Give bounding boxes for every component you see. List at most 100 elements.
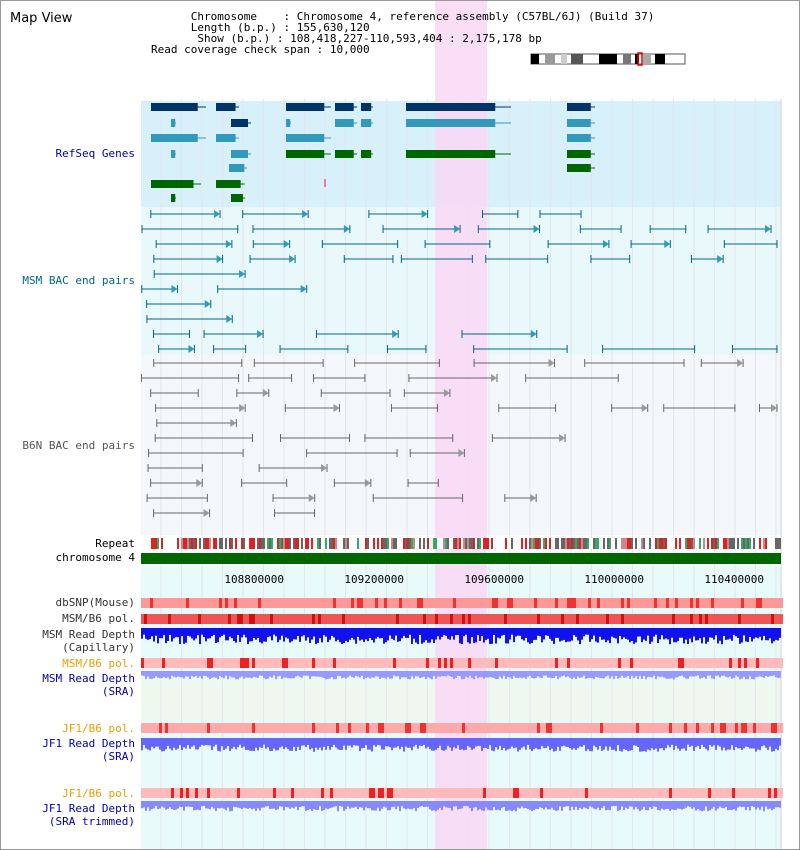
repeat-bar xyxy=(743,538,745,549)
repeat-bar xyxy=(547,538,549,549)
depth-bar xyxy=(695,738,697,748)
depth-bar xyxy=(429,628,431,643)
refseq-genes-label[interactable]: RefSeq Genes xyxy=(55,147,135,160)
depth-bar xyxy=(579,738,581,747)
repeat-bar xyxy=(489,538,491,549)
depth-bar xyxy=(677,671,679,678)
heat-cell xyxy=(528,614,531,624)
repeat-bar xyxy=(583,538,585,549)
heat-cell xyxy=(531,723,534,733)
heat-cell xyxy=(333,723,336,733)
heat-cell xyxy=(276,598,279,608)
depth-bar xyxy=(705,671,707,679)
gene-exon xyxy=(335,119,354,127)
depth-bar xyxy=(471,738,473,750)
heat-cell xyxy=(618,598,621,608)
heat-cell xyxy=(528,658,531,668)
depth-bar xyxy=(407,628,409,638)
heat-cell xyxy=(348,598,351,608)
b6n-bac-end-pairs-label[interactable]: B6N BAC end pairs xyxy=(22,439,135,452)
depth-bar xyxy=(211,628,213,637)
heat-cell xyxy=(198,658,201,668)
heat-cell xyxy=(474,723,477,733)
heat-cell xyxy=(198,614,201,624)
repeat-bar xyxy=(347,538,349,549)
depth-bar xyxy=(353,671,355,678)
depth-bar xyxy=(227,628,229,641)
depth-bar xyxy=(191,738,193,747)
depth-bar xyxy=(571,738,573,750)
heat-cell xyxy=(675,723,678,733)
msm-read-depth-sra-label[interactable]: MSM Read Depth (SRA) xyxy=(42,672,135,698)
depth-bar xyxy=(367,738,369,750)
repeat-bar xyxy=(459,538,461,549)
gene-exon xyxy=(286,134,325,142)
heat-cell xyxy=(561,598,564,608)
heat-cell xyxy=(711,658,714,668)
heat-cell xyxy=(495,723,498,733)
depth-bar xyxy=(455,738,457,749)
heat-cell xyxy=(699,658,702,668)
heat-cell xyxy=(438,614,441,624)
gene-exon xyxy=(567,134,591,142)
heat-cell xyxy=(462,658,465,668)
heat-cell xyxy=(351,658,354,668)
depth-bar xyxy=(201,801,203,807)
depth-bar xyxy=(157,801,159,810)
depth-bar xyxy=(627,628,629,640)
depth-bar xyxy=(735,628,737,637)
heat-cell xyxy=(564,658,567,668)
depth-bar xyxy=(755,801,757,810)
heat-cell xyxy=(216,598,219,608)
heat-cell xyxy=(435,658,438,668)
heat-cell xyxy=(429,614,432,624)
repeat-bar xyxy=(313,538,315,549)
heat-cell xyxy=(480,723,483,733)
heat-cell xyxy=(282,723,285,733)
jf1-read-depth-trimmed-label[interactable]: JF1 Read Depth (SRA trimmed) xyxy=(42,802,135,828)
heat-cell xyxy=(594,598,597,608)
depth-bar xyxy=(379,738,381,746)
msm-bac-end-pairs-label[interactable]: MSM BAC end pairs xyxy=(22,274,135,287)
repeat-bar xyxy=(211,538,213,549)
heat-cell xyxy=(714,723,717,733)
depth-bar xyxy=(243,671,245,679)
depth-bar xyxy=(453,671,455,679)
depth-bar xyxy=(669,738,671,748)
depth-bar xyxy=(271,801,273,809)
heat-cell xyxy=(645,788,648,798)
depth-bar xyxy=(287,801,289,808)
depth-bar xyxy=(241,671,243,677)
depth-bar xyxy=(227,801,229,808)
depth-bar xyxy=(279,628,281,640)
heat-cell xyxy=(654,788,657,798)
jf1-b6-pol-trimmed-label[interactable]: JF1/B6 pol. xyxy=(62,787,135,800)
dbsnp-label[interactable]: dbSNP(Mouse) xyxy=(55,596,135,609)
bac-arrow xyxy=(602,240,609,248)
depth-bar xyxy=(179,738,181,746)
depth-bar xyxy=(319,801,321,807)
depth-bar xyxy=(637,628,639,637)
heat-cell xyxy=(483,723,486,733)
jf1-b6-pol-label[interactable]: JF1/B6 pol. xyxy=(62,722,135,735)
depth-bar xyxy=(255,801,257,811)
heat-cell xyxy=(486,658,489,668)
heat-cell xyxy=(297,614,300,624)
heat-cell xyxy=(576,614,579,624)
msm-read-depth-capillary-label[interactable]: MSM Read Depth (Capillary) xyxy=(42,628,135,654)
heat-cell xyxy=(678,788,681,798)
heat-cell xyxy=(270,723,273,733)
depth-bar xyxy=(313,801,315,810)
depth-bar xyxy=(547,801,549,810)
heat-cell xyxy=(330,598,333,608)
msm-b6-pol-sra-label[interactable]: MSM/B6 pol. xyxy=(62,657,135,670)
jf1-read-depth-sra-label[interactable]: JF1 Read Depth (SRA) xyxy=(42,737,135,763)
msm-b6-pol-label[interactable]: MSM/B6 pol. xyxy=(62,612,135,625)
depth-bar xyxy=(725,738,727,751)
heat-cell xyxy=(414,658,417,668)
gene-exon xyxy=(286,119,291,127)
depth-bar xyxy=(487,671,489,678)
heat-cell xyxy=(456,788,459,798)
heat-cell xyxy=(222,723,225,733)
